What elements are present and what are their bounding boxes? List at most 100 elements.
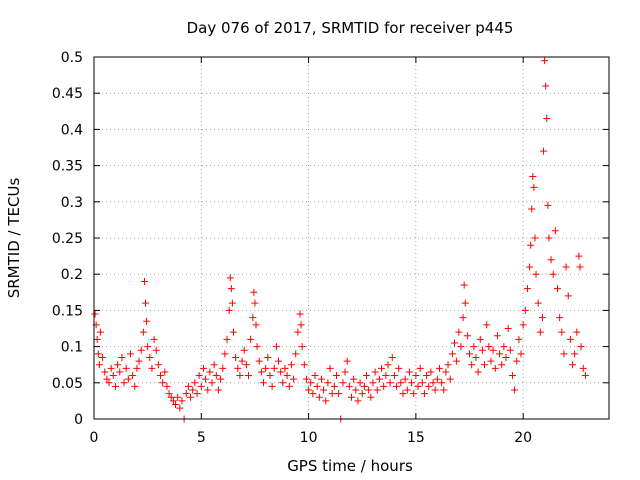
data-point bbox=[116, 368, 124, 376]
y-axis-label: SRMTID / TECUs bbox=[5, 178, 23, 299]
data-point bbox=[260, 379, 268, 387]
data-point bbox=[373, 386, 381, 394]
data-point bbox=[187, 393, 195, 401]
data-point bbox=[412, 372, 420, 380]
data-point bbox=[163, 382, 171, 390]
data-point bbox=[111, 382, 119, 390]
y-tick-label: 0.45 bbox=[52, 86, 83, 102]
data-point bbox=[266, 372, 274, 380]
data-point bbox=[435, 364, 443, 372]
data-point bbox=[133, 364, 141, 372]
data-point bbox=[232, 353, 240, 361]
data-point bbox=[540, 147, 548, 155]
data-point bbox=[247, 335, 255, 343]
data-point bbox=[268, 382, 276, 390]
data-point bbox=[249, 314, 257, 322]
data-point bbox=[283, 372, 291, 380]
data-point bbox=[453, 357, 461, 365]
data-point bbox=[481, 361, 489, 369]
data-point bbox=[159, 379, 167, 387]
data-point bbox=[140, 277, 148, 285]
data-point bbox=[225, 306, 233, 314]
data-point bbox=[496, 350, 504, 358]
data-point bbox=[386, 379, 394, 387]
data-point bbox=[96, 328, 104, 336]
data-point bbox=[345, 382, 353, 390]
data-point bbox=[577, 343, 585, 351]
data-point bbox=[234, 364, 242, 372]
data-point bbox=[165, 390, 173, 398]
data-point bbox=[393, 382, 401, 390]
data-point bbox=[302, 375, 310, 383]
data-point bbox=[556, 314, 564, 322]
data-point bbox=[182, 390, 190, 398]
data-point bbox=[300, 361, 308, 369]
data-point bbox=[438, 379, 446, 387]
data-point bbox=[313, 382, 321, 390]
data-point bbox=[569, 361, 577, 369]
data-point bbox=[176, 404, 184, 412]
data-point bbox=[143, 317, 151, 325]
data-point bbox=[399, 390, 407, 398]
data-point bbox=[343, 357, 351, 365]
data-point bbox=[513, 357, 521, 365]
y-tick-label: 0.1 bbox=[61, 340, 83, 356]
data-point bbox=[294, 328, 302, 336]
data-point bbox=[541, 57, 549, 65]
data-point bbox=[476, 335, 484, 343]
data-point bbox=[292, 350, 300, 358]
data-point bbox=[536, 328, 544, 336]
data-point bbox=[204, 386, 212, 394]
data-point bbox=[566, 335, 574, 343]
data-point bbox=[517, 350, 525, 358]
data-point bbox=[167, 393, 175, 401]
data-point bbox=[352, 386, 360, 394]
data-point bbox=[107, 364, 115, 372]
data-point bbox=[197, 382, 205, 390]
data-point bbox=[148, 364, 156, 372]
data-point bbox=[297, 321, 305, 329]
data-point bbox=[405, 368, 413, 376]
data-point bbox=[416, 364, 424, 372]
data-point bbox=[408, 379, 416, 387]
data-point bbox=[245, 372, 252, 380]
data-point bbox=[210, 361, 218, 369]
data-point bbox=[317, 375, 325, 383]
data-point bbox=[332, 372, 340, 380]
data-point bbox=[551, 227, 559, 235]
data-point bbox=[195, 372, 203, 380]
data-point bbox=[242, 361, 250, 369]
data-point bbox=[560, 350, 568, 358]
data-point bbox=[137, 346, 145, 354]
data-point bbox=[290, 375, 298, 383]
data-point bbox=[489, 346, 497, 354]
data-point bbox=[395, 364, 403, 372]
data-point bbox=[214, 386, 222, 394]
data-point bbox=[433, 375, 441, 383]
x-tick-label: 5 bbox=[197, 430, 206, 446]
data-point bbox=[429, 379, 437, 387]
data-point bbox=[579, 364, 587, 372]
data-point bbox=[529, 172, 537, 180]
y-tick-label: 0.5 bbox=[61, 50, 83, 66]
data-point bbox=[414, 382, 422, 390]
data-point bbox=[425, 382, 433, 390]
data-point bbox=[341, 368, 349, 376]
data-point bbox=[240, 346, 248, 354]
data-point bbox=[272, 343, 280, 351]
data-point bbox=[440, 386, 448, 394]
x-tick-label: 15 bbox=[407, 430, 425, 446]
data-point bbox=[360, 382, 368, 390]
data-point bbox=[571, 350, 579, 358]
data-point bbox=[521, 306, 529, 314]
data-point bbox=[118, 353, 126, 361]
data-point bbox=[460, 281, 468, 289]
data-point bbox=[427, 368, 435, 376]
data-point bbox=[174, 393, 182, 401]
data-point bbox=[547, 256, 555, 264]
data-point bbox=[538, 314, 546, 322]
data-point bbox=[212, 372, 220, 380]
data-point bbox=[324, 379, 332, 387]
data-point bbox=[531, 234, 539, 242]
